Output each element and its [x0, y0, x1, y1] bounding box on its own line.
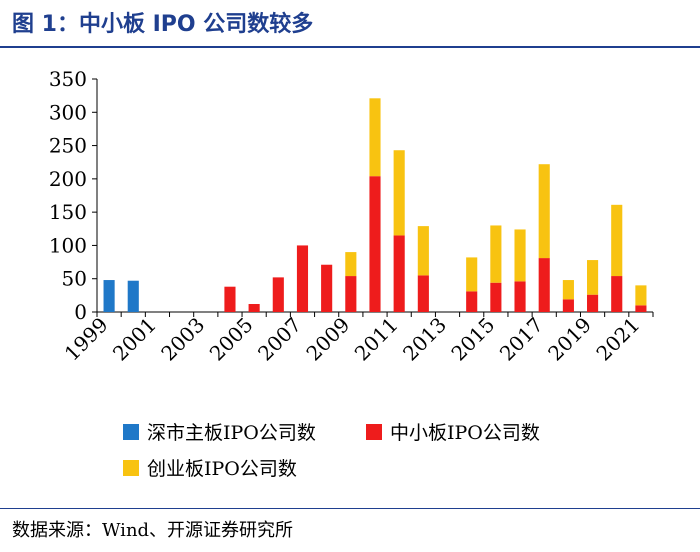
- x-tick-label: 2007: [253, 313, 306, 366]
- chart-bars: [103, 98, 647, 312]
- bar-segment-2-2017: [538, 164, 550, 259]
- bar-segment-1-2021: [635, 305, 647, 312]
- bar-segment-1-2017: [538, 258, 550, 312]
- legend-swatch-chinext: [123, 459, 139, 476]
- legend-item-shenzhen-main: 深市主板IPO公司数: [123, 418, 316, 445]
- x-tick-label: 2001: [108, 313, 161, 366]
- x-tick-label: 2009: [301, 313, 354, 366]
- x-tick-label: 2013: [398, 313, 451, 366]
- bar-segment-1-2004: [224, 286, 236, 312]
- bar-segment-1-2018: [562, 299, 574, 312]
- bar-segment-1-2009: [345, 276, 357, 312]
- x-tick-label: 2017: [495, 313, 548, 366]
- figure-title: 图 1：中小板 IPO 公司数较多: [12, 12, 314, 37]
- y-tick-label: 250: [49, 134, 87, 158]
- legend-label-shenzhen-main: 深市主板IPO公司数: [147, 422, 316, 444]
- bar-segment-2-2020: [611, 204, 623, 277]
- bar-segment-1-2020: [611, 276, 623, 312]
- legend-item-sme-board: 中小板IPO公司数: [366, 418, 540, 445]
- y-tick-label: 300: [49, 100, 87, 124]
- legend-swatch-shenzhen-main: [123, 423, 139, 440]
- x-tick-label: 2021: [591, 313, 644, 366]
- bar-segment-2-2018: [562, 280, 574, 300]
- x-tick-label: 2003: [156, 313, 209, 366]
- y-tick-label: 100: [49, 233, 87, 257]
- chart-axes: [92, 78, 654, 317]
- x-tick-label: 2019: [543, 313, 596, 366]
- legend-label-sme-board: 中小板IPO公司数: [390, 422, 540, 444]
- source-divider: [0, 508, 700, 509]
- title-underline: [0, 46, 700, 48]
- bar-segment-2-2016: [514, 229, 526, 282]
- bar-segment-2-2011: [393, 150, 405, 236]
- y-tick-label: 50: [62, 267, 87, 291]
- bar-segment-2-2010: [369, 98, 381, 177]
- x-tick-label: 2005: [205, 313, 258, 366]
- bar-segment-2-2015: [490, 225, 502, 283]
- bar-segment-2-2012: [417, 226, 429, 276]
- bar-segment-1-2008: [321, 264, 333, 312]
- x-tick-label: 2015: [446, 313, 499, 366]
- legend-label-chinext: 创业板IPO公司数: [147, 458, 297, 480]
- bar-segment-2-2014: [466, 257, 478, 292]
- legend-swatch-sme-board: [366, 423, 382, 440]
- bar-segment-2-2019: [587, 260, 599, 295]
- bar-segment-0-1999: [103, 280, 115, 312]
- y-tick-label: 350: [49, 67, 87, 91]
- bar-segment-1-2019: [587, 294, 599, 312]
- y-tick-label: 200: [49, 167, 87, 191]
- chart-labels: 0501001502002503003501999200120032005200…: [49, 67, 645, 366]
- bar-segment-2-2021: [635, 285, 647, 306]
- bar-segment-1-2014: [466, 291, 478, 312]
- stacked-bar-chart: 0501001502002503003501999200120032005200…: [49, 67, 654, 366]
- bar-segment-1-2010: [369, 176, 381, 312]
- y-tick-label: 150: [49, 200, 87, 224]
- bar-segment-1-2015: [490, 282, 502, 312]
- x-tick-label: 2011: [350, 313, 403, 366]
- bar-segment-1-2005: [248, 304, 260, 312]
- bar-segment-1-2016: [514, 281, 526, 312]
- bar-segment-2-2009: [345, 252, 357, 277]
- y-tick-label: 0: [74, 300, 87, 324]
- data-source-note: 数据来源：Wind、开源证券研究所: [12, 520, 294, 541]
- bar-segment-1-2007: [296, 245, 309, 312]
- bar-segment-0-2000: [127, 280, 139, 312]
- bar-segment-1-2006: [272, 277, 284, 312]
- bar-segment-1-2011: [393, 235, 405, 312]
- legend-item-chinext: 创业板IPO公司数: [123, 454, 297, 481]
- bar-segment-1-2012: [417, 275, 429, 312]
